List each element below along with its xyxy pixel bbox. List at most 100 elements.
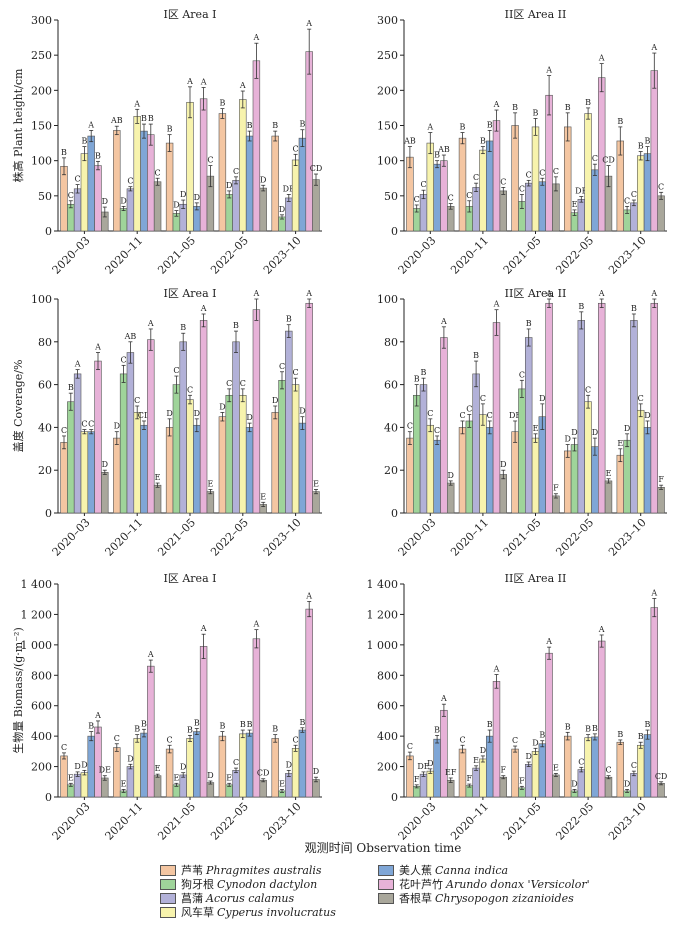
significance-letter: B — [460, 123, 466, 132]
legend-sci: Arundo donax 'Versicolor' — [446, 877, 590, 891]
y-tick-label: 600 — [377, 700, 398, 713]
significance-letter: B — [141, 719, 147, 728]
significance-letter: C — [519, 184, 525, 193]
bar — [524, 182, 533, 232]
bar — [479, 758, 487, 798]
significance-letter: D — [624, 779, 630, 788]
y-tick-label: 80 — [38, 336, 52, 349]
significance-letter: D — [272, 396, 278, 405]
x-tick-label: 2022–05 — [553, 234, 596, 277]
significance-letter: C — [293, 144, 299, 153]
bar — [126, 766, 135, 798]
x-tick-label: 2021–05 — [155, 800, 198, 843]
significance-letter: C — [233, 167, 239, 176]
significance-letter: E — [207, 479, 213, 488]
significance-letter: B — [247, 121, 253, 130]
significance-letter: E — [553, 763, 559, 772]
significance-letter: B — [585, 725, 591, 734]
bar — [433, 738, 441, 798]
significance-letter: F — [414, 775, 420, 784]
x-tick-label: 2022–05 — [208, 516, 251, 559]
bar — [485, 427, 494, 514]
significance-letter: C — [407, 422, 413, 431]
significance-letter: B — [299, 120, 305, 129]
y-tick-label: 0 — [391, 507, 398, 520]
significance-letter: B — [592, 724, 598, 733]
bar — [650, 607, 659, 798]
bar — [73, 373, 82, 514]
significance-letter: B — [565, 103, 571, 112]
significance-letter: F — [658, 475, 664, 484]
bar — [597, 640, 606, 798]
significance-letter: C — [631, 190, 637, 199]
bar — [643, 734, 652, 798]
y-tick-label: 50 — [384, 190, 398, 203]
significance-letter: B — [286, 315, 292, 324]
significance-letter: B — [167, 125, 173, 134]
chart-title: II区 Area II — [505, 287, 567, 300]
bar — [312, 491, 320, 514]
x-tick-label: 2023–10 — [606, 516, 649, 559]
bar — [485, 735, 494, 798]
y-tick-label: 600 — [31, 700, 52, 713]
bar — [101, 777, 109, 798]
bar — [218, 735, 227, 798]
significance-letter: C — [279, 362, 285, 371]
significance-letter: D — [624, 424, 630, 433]
bar — [499, 190, 507, 232]
significance-letter: B — [617, 730, 623, 739]
significance-letter: C — [240, 379, 246, 388]
significance-letter: B — [61, 148, 67, 157]
significance-letter: A — [650, 43, 657, 52]
significance-letter: C — [487, 411, 493, 420]
bar — [524, 763, 533, 798]
bar — [472, 373, 480, 514]
significance-letter: C — [81, 420, 87, 429]
legend-sci: Canna indica — [435, 863, 509, 877]
significance-letter: A — [545, 66, 552, 75]
bar — [140, 424, 148, 514]
y-tick-label: 1 400 — [21, 578, 53, 591]
legend-swatch — [160, 892, 176, 904]
bar — [604, 776, 613, 798]
bar — [577, 769, 586, 798]
significance-letter: C — [114, 734, 120, 743]
bar — [147, 665, 155, 798]
y-tick-label: 200 — [31, 761, 52, 774]
significance-letter: A — [147, 319, 154, 328]
significance-letter: E — [279, 779, 285, 788]
significance-letter: C — [578, 757, 584, 766]
bar — [657, 783, 665, 798]
y-tick-label: 100 — [31, 155, 52, 168]
significance-letter: D — [246, 413, 252, 422]
significance-letter: D — [644, 411, 650, 420]
legend-item-arundo: 花叶芦竹 Arundo donax 'Versicolor' — [378, 876, 590, 892]
significance-letter: C — [68, 191, 74, 200]
significance-letter: D — [571, 779, 577, 788]
significance-letter: D — [194, 193, 200, 202]
bar — [291, 748, 300, 798]
bar — [147, 339, 155, 514]
significance-letter: A — [305, 591, 312, 600]
significance-letter: E — [121, 779, 127, 788]
bar — [524, 337, 533, 514]
bar — [597, 302, 606, 514]
x-tick-label: 2022–05 — [553, 800, 596, 843]
bar — [225, 394, 233, 514]
bar — [563, 450, 572, 514]
significance-letter: A — [87, 120, 94, 129]
significance-letter: D — [120, 196, 126, 205]
significance-letter: B — [88, 722, 94, 731]
significance-letter: C — [226, 379, 232, 388]
bar — [87, 135, 95, 232]
significance-letter: C — [167, 735, 173, 744]
y-tick-label: 400 — [31, 730, 52, 743]
y-tick-label: 300 — [31, 14, 52, 27]
x-tick-label: 2022–05 — [553, 516, 596, 559]
significance-letter: B — [194, 719, 200, 728]
bar — [199, 320, 208, 514]
significance-letter: E — [572, 200, 578, 209]
legend-swatch — [160, 878, 176, 890]
